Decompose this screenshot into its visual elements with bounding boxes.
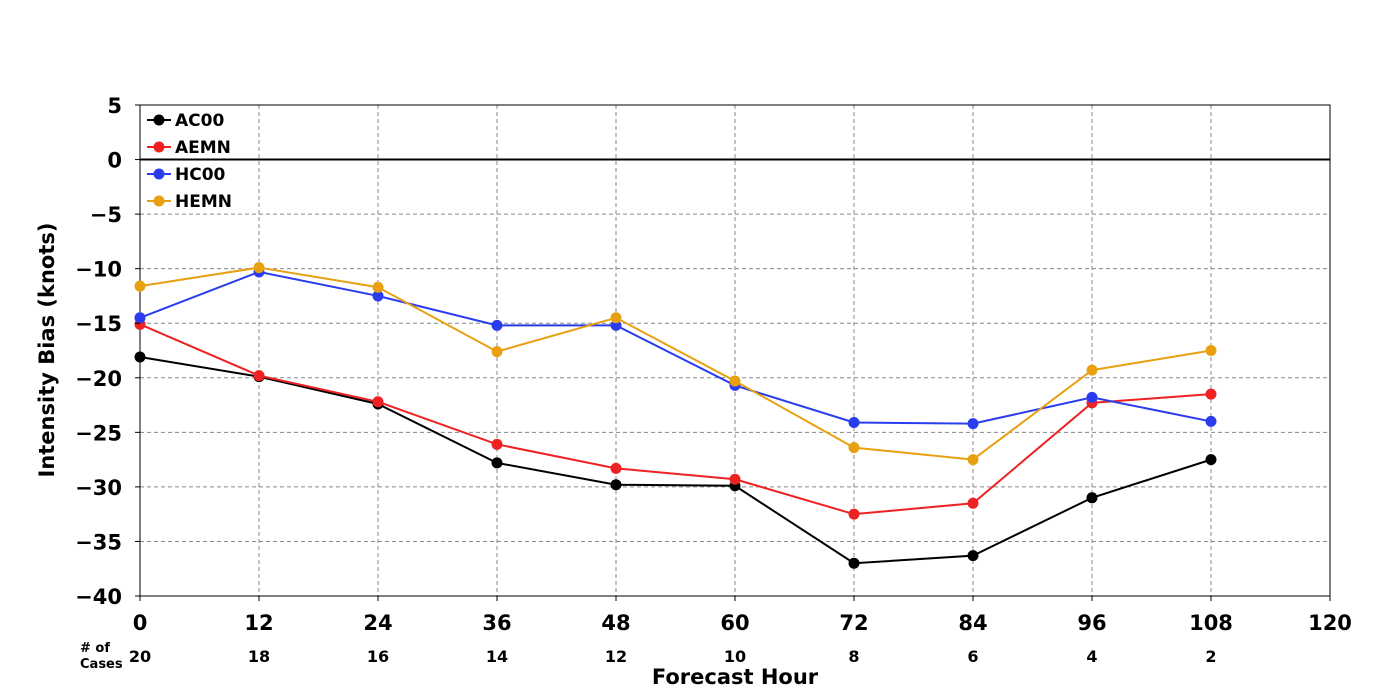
data-point bbox=[134, 351, 146, 363]
data-point bbox=[848, 442, 860, 454]
data-point bbox=[610, 462, 622, 474]
data-point bbox=[1205, 454, 1217, 466]
case-count: 10 bbox=[724, 647, 746, 666]
data-point bbox=[610, 312, 622, 324]
y-tick-label: 5 bbox=[107, 94, 122, 118]
legend-swatch-marker bbox=[153, 168, 165, 180]
data-point bbox=[967, 497, 979, 509]
case-count: 12 bbox=[605, 647, 627, 666]
series-hemn bbox=[134, 262, 1217, 466]
data-point bbox=[729, 375, 741, 387]
legend-item-hc00: HC00 bbox=[147, 165, 226, 185]
data-point bbox=[253, 262, 265, 274]
y-tick-labels: 5 0 −5 −10 −15 −20 −25 −30 −35 −40 bbox=[75, 94, 140, 609]
data-point bbox=[1205, 345, 1217, 356]
x-tick-label: 120 bbox=[1308, 611, 1352, 635]
x-tick-label: 84 bbox=[958, 611, 987, 635]
data-point bbox=[491, 457, 503, 469]
data-point bbox=[610, 479, 622, 491]
data-point bbox=[967, 454, 979, 466]
y-tick-label: −10 bbox=[75, 258, 122, 282]
data-point bbox=[848, 508, 860, 520]
legend-item-hemn: HEMN bbox=[147, 192, 232, 212]
data-point bbox=[848, 557, 860, 569]
data-point bbox=[491, 319, 503, 331]
cases-label-line2: Cases bbox=[80, 657, 123, 672]
series-line bbox=[139, 270, 1212, 425]
case-count: 20 bbox=[129, 647, 151, 666]
legend-label: AEMN bbox=[175, 138, 231, 158]
legend-item-aemn: AEMN bbox=[147, 138, 231, 158]
legend-swatch-marker bbox=[153, 195, 165, 207]
x-tick-labels: 0 12 24 36 48 60 72 84 96 108 120 bbox=[133, 596, 1352, 635]
legend-label: HEMN bbox=[175, 192, 232, 212]
y-tick-label: −40 bbox=[75, 585, 122, 609]
data-point bbox=[967, 550, 979, 562]
data-point bbox=[372, 396, 384, 408]
x-tick-label: 12 bbox=[244, 611, 273, 635]
data-point bbox=[134, 312, 146, 324]
data-point bbox=[1086, 391, 1098, 403]
case-count: 2 bbox=[1205, 647, 1216, 666]
series-hc00 bbox=[134, 266, 1217, 430]
case-count: 4 bbox=[1086, 647, 1097, 666]
legend-swatch-marker bbox=[153, 114, 165, 126]
y-tick-label: −15 bbox=[75, 312, 122, 336]
data-point bbox=[1086, 364, 1098, 376]
x-tick-label: 96 bbox=[1077, 611, 1106, 635]
series-line bbox=[139, 356, 1212, 565]
series-aemn bbox=[134, 318, 1217, 520]
y-tick-label: −35 bbox=[75, 530, 122, 554]
data-point bbox=[1205, 388, 1217, 400]
x-tick-label: 72 bbox=[839, 611, 868, 635]
case-count: 8 bbox=[848, 647, 859, 666]
y-tick-label: −25 bbox=[75, 421, 122, 445]
case-count: 18 bbox=[248, 647, 270, 666]
y-tick-label: −20 bbox=[75, 367, 122, 391]
grid-lines bbox=[140, 105, 1330, 596]
data-point bbox=[372, 290, 384, 302]
legend-label: HC00 bbox=[175, 165, 226, 185]
series-line bbox=[139, 323, 1212, 516]
x-tick-label: 108 bbox=[1189, 611, 1233, 635]
legend-item-ac00: AC00 bbox=[147, 111, 224, 131]
y-tick-label: −30 bbox=[75, 476, 122, 500]
data-point bbox=[253, 370, 265, 382]
x-tick-label: 60 bbox=[720, 611, 749, 635]
x-tick-label: 0 bbox=[133, 611, 148, 635]
data-point bbox=[729, 473, 741, 485]
data-point bbox=[610, 319, 622, 331]
case-count: 6 bbox=[967, 647, 978, 666]
case-counts: # of Cases 20 18 16 14 12 10 8 6 4 2 bbox=[80, 641, 1217, 672]
data-point bbox=[848, 417, 860, 429]
y-axis-label: Intensity Bias (knots) bbox=[35, 223, 59, 478]
x-tick-label: 48 bbox=[601, 611, 630, 635]
cases-label-line1: # of bbox=[80, 641, 110, 656]
data-point bbox=[491, 438, 503, 450]
x-tick-label: 24 bbox=[363, 611, 392, 635]
case-count: 16 bbox=[367, 647, 389, 666]
series-lines bbox=[134, 262, 1217, 569]
legend: AC00 AEMN HC00 HEMN bbox=[147, 111, 232, 212]
x-axis-label: Forecast Hour bbox=[652, 665, 819, 689]
x-tick-label: 36 bbox=[482, 611, 511, 635]
y-tick-label: −5 bbox=[90, 203, 122, 227]
data-point bbox=[491, 346, 503, 358]
series-line bbox=[139, 266, 1212, 461]
legend-label: AC00 bbox=[175, 111, 224, 131]
data-point bbox=[1205, 415, 1217, 427]
data-point bbox=[372, 281, 384, 293]
case-count: 14 bbox=[486, 647, 508, 666]
data-point bbox=[967, 418, 979, 430]
legend-swatch-marker bbox=[153, 141, 165, 153]
data-point bbox=[134, 280, 146, 292]
data-point bbox=[1086, 492, 1098, 504]
y-tick-label: 0 bbox=[107, 149, 122, 173]
